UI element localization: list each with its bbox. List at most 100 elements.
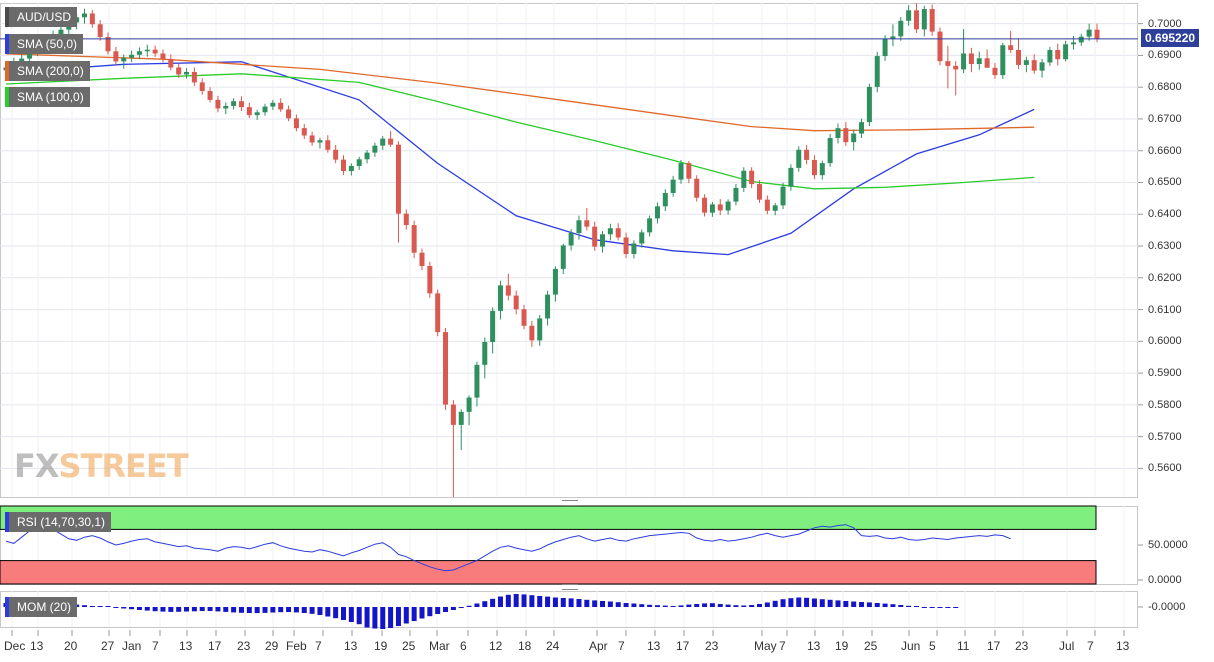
mom-legend[interactable]: MOM (20): [5, 597, 77, 617]
mom-bar: [717, 604, 723, 607]
mom-bar: [395, 607, 401, 626]
candle-body: [372, 145, 378, 153]
candle-body: [592, 226, 598, 247]
candle-body: [749, 170, 755, 185]
sma100-legend[interactable]: SMA (100,0): [5, 87, 90, 107]
candle-body: [1039, 62, 1045, 71]
mom-bar: [623, 603, 629, 607]
mom-bar: [607, 601, 613, 607]
candle-body: [1086, 29, 1092, 37]
candle-body: [552, 268, 558, 295]
y-tick-label: 0.6100: [1148, 303, 1182, 316]
rsi-legend[interactable]: RSI (14,70,30,1): [5, 512, 112, 532]
mom-bar: [937, 607, 943, 608]
candle-body: [725, 201, 731, 211]
y-tick-label: 0.5700: [1148, 430, 1182, 443]
mom-bar: [890, 604, 896, 607]
candle-body: [882, 38, 888, 57]
y-tick-label: 0.6400: [1148, 208, 1182, 221]
mom-bar: [780, 599, 786, 607]
candle-body: [435, 293, 441, 333]
sma100-legend-text: SMA (100,0): [17, 90, 84, 104]
sma100-swatch: [5, 87, 9, 107]
mom-bar: [325, 607, 331, 617]
candle-body: [859, 122, 865, 134]
mom-bar: [945, 607, 951, 608]
mom-bar: [788, 598, 794, 607]
x-tick-label: 17: [987, 639, 1001, 653]
candle-body: [395, 144, 401, 214]
mom-bar: [654, 605, 660, 607]
mom-bar: [474, 603, 480, 607]
mom-bar: [898, 605, 904, 607]
candle-body: [278, 102, 284, 110]
candle-body: [937, 31, 943, 62]
x-tick-label: Feb: [286, 639, 307, 653]
candle-body: [811, 159, 817, 176]
mom-bar: [458, 607, 464, 608]
sma200-legend[interactable]: SMA (200,0): [5, 61, 90, 81]
mom-bar: [309, 607, 315, 614]
candle-body: [851, 133, 857, 143]
mom-bar: [686, 604, 692, 607]
candle-body: [317, 140, 323, 143]
mom-bar: [576, 599, 582, 607]
candle-body: [890, 36, 896, 39]
mom-bar: [254, 607, 260, 614]
candle-body: [466, 397, 472, 412]
x-tick-label: 17: [676, 639, 690, 653]
mom-bar: [639, 604, 645, 607]
candle-body: [733, 187, 739, 202]
candle-body: [670, 179, 676, 193]
candle-body: [325, 140, 331, 150]
x-tick-label: 13: [30, 639, 44, 653]
mom-bar: [435, 607, 441, 614]
mom-tick-label: -0.0000: [1148, 601, 1186, 613]
candle-body: [906, 10, 912, 21]
x-tick-label: 13: [647, 639, 661, 653]
mom-bar: [929, 607, 935, 608]
mom-bar: [427, 607, 433, 617]
sma200-legend-text: SMA (200,0): [17, 64, 84, 78]
x-tick-label: 7: [779, 639, 786, 653]
mom-bar: [859, 602, 865, 607]
mom-bar: [725, 604, 731, 607]
mom-bar: [882, 603, 888, 607]
mom-bar: [168, 607, 174, 612]
pane-resize-handle-2[interactable]: [562, 584, 578, 590]
mom-swatch: [5, 597, 9, 617]
candle-body: [105, 36, 111, 52]
x-tick-label: 13: [807, 639, 821, 653]
candle-body: [450, 404, 456, 425]
candle-body: [976, 58, 982, 64]
candle-body: [168, 58, 174, 68]
candle-body: [1055, 50, 1061, 60]
candle-body: [58, 29, 64, 35]
candle-body: [19, 58, 25, 62]
mom-bar: [615, 602, 621, 607]
candle-body: [1078, 36, 1084, 43]
mom-bar: [662, 605, 668, 607]
candle-body: [301, 128, 307, 136]
mom-bar: [223, 607, 229, 612]
candle-body: [984, 58, 990, 68]
candle-body: [1008, 45, 1014, 51]
mom-bar: [246, 607, 252, 613]
rsi-swatch: [5, 512, 9, 532]
mom-bar: [403, 607, 409, 624]
candle-body: [356, 159, 362, 166]
y-tick-label: 0.6600: [1148, 144, 1182, 157]
mom-bar: [490, 598, 496, 607]
sma50-legend-text: SMA (50,0): [17, 37, 78, 51]
mom-bar: [835, 600, 841, 607]
x-tick-label: 13: [344, 639, 358, 653]
candle-body: [89, 13, 95, 25]
symbol-text: AUD/USD: [17, 10, 72, 24]
sma50-legend[interactable]: SMA (50,0): [5, 34, 84, 54]
mom-bar: [278, 607, 284, 613]
x-tick-label: 18: [518, 639, 532, 653]
pane-resize-handle-1[interactable]: [562, 500, 578, 506]
mom-bar: [411, 607, 417, 621]
candle-body: [521, 309, 527, 326]
mom-bar: [184, 607, 190, 612]
